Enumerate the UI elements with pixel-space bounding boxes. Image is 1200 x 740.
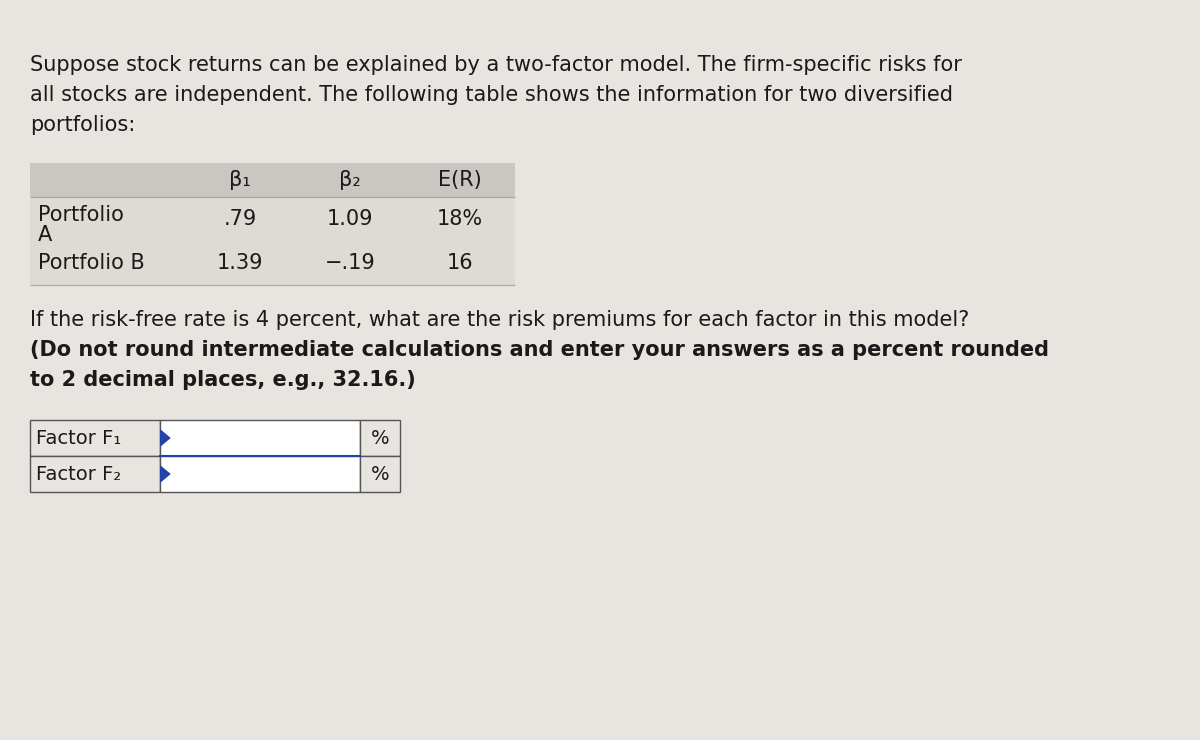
Text: Suppose stock returns can be explained by a two-factor model. The firm-specific : Suppose stock returns can be explained b… (30, 55, 962, 75)
Bar (360, 420, 400, 456)
Bar (360, 456, 400, 492)
Text: Factor F₂: Factor F₂ (36, 465, 121, 483)
Text: Portfolio: Portfolio (38, 205, 124, 225)
Text: 16: 16 (446, 253, 473, 273)
Text: 1.39: 1.39 (217, 253, 263, 273)
Text: (Do not round intermediate calculations and enter your answers as a percent roun: (Do not round intermediate calculations … (30, 340, 1049, 360)
Bar (160, 456, 360, 492)
Bar (30, 241, 515, 285)
Bar (160, 420, 360, 456)
Bar (30, 456, 160, 492)
Text: all stocks are independent. The following table shows the information for two di: all stocks are independent. The followin… (30, 85, 953, 105)
Text: 18%: 18% (437, 209, 484, 229)
Text: −.19: −.19 (325, 253, 376, 273)
Text: Factor F₁: Factor F₁ (36, 428, 121, 448)
Polygon shape (160, 429, 170, 447)
Text: A: A (38, 225, 53, 245)
Text: portfolios:: portfolios: (30, 115, 136, 135)
Text: β₁: β₁ (229, 170, 251, 190)
Text: %: % (371, 428, 389, 448)
Text: .79: .79 (223, 209, 257, 229)
Text: β₂: β₂ (340, 170, 361, 190)
Bar (30, 197, 515, 241)
Text: to 2 decimal places, e.g., 32.16.): to 2 decimal places, e.g., 32.16.) (30, 370, 415, 390)
Text: 1.09: 1.09 (326, 209, 373, 229)
Text: If the risk-free rate is 4 percent, what are the risk premiums for each factor i: If the risk-free rate is 4 percent, what… (30, 310, 970, 330)
Polygon shape (160, 465, 170, 483)
Text: E(R): E(R) (438, 170, 482, 190)
Bar (30, 420, 160, 456)
Text: %: % (371, 465, 389, 483)
Bar (30, 163, 515, 197)
Text: Portfolio B: Portfolio B (38, 253, 145, 273)
